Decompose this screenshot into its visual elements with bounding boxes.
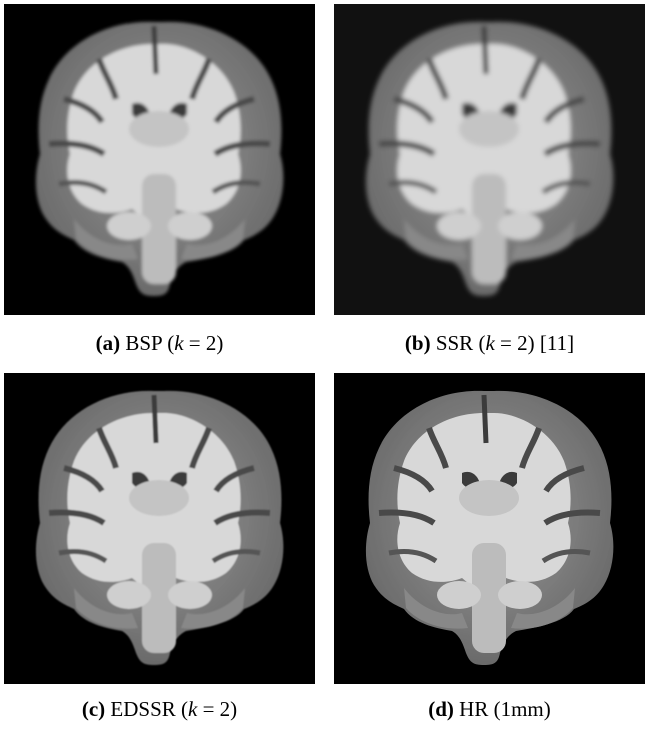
brain-mri-image-a: [4, 4, 315, 315]
caption-c: (c) EDSSR (k = 2): [4, 696, 315, 722]
brain-slice-graphic: [35, 21, 284, 297]
caption-b-var: k: [485, 331, 495, 355]
caption-b-ref: [11]: [534, 331, 575, 355]
caption-a-param-rest: = 2): [183, 331, 224, 355]
caption-d: (d) HR (1mm): [334, 696, 645, 722]
caption-c-param-open: (: [181, 697, 188, 721]
brain-slice-graphic: [365, 21, 614, 297]
caption-d-param-open: (1mm): [493, 697, 551, 721]
caption-d-method: HR: [459, 697, 489, 721]
caption-b-param-rest: = 2): [494, 331, 535, 355]
caption-c-var: k: [188, 697, 198, 721]
caption-b-param-open: (: [478, 331, 486, 355]
caption-b-letter: (b): [404, 331, 431, 355]
caption-a: (a) BSP (k = 2): [4, 330, 315, 356]
caption-a-param-open: (: [167, 331, 175, 355]
caption-d-letter: (d): [428, 697, 454, 721]
caption-c-method: EDSSR: [110, 697, 176, 721]
caption-c-param-rest: = 2): [197, 697, 238, 721]
brain-mri-image-b: [334, 4, 645, 315]
brain-mri-image-c: [4, 373, 315, 684]
caption-c-letter: (c): [81, 697, 106, 721]
brain-slice-graphic: [35, 390, 284, 665]
brain-slice-graphic: [365, 390, 614, 665]
caption-a-var: k: [174, 331, 184, 355]
brain-mri-image-d: [334, 373, 645, 684]
caption-a-method: BSP: [125, 331, 162, 355]
caption-b: (b) SSR (k = 2) [11]: [334, 330, 645, 356]
caption-b-method: SSR: [435, 331, 474, 355]
caption-a-letter: (a): [95, 331, 121, 355]
